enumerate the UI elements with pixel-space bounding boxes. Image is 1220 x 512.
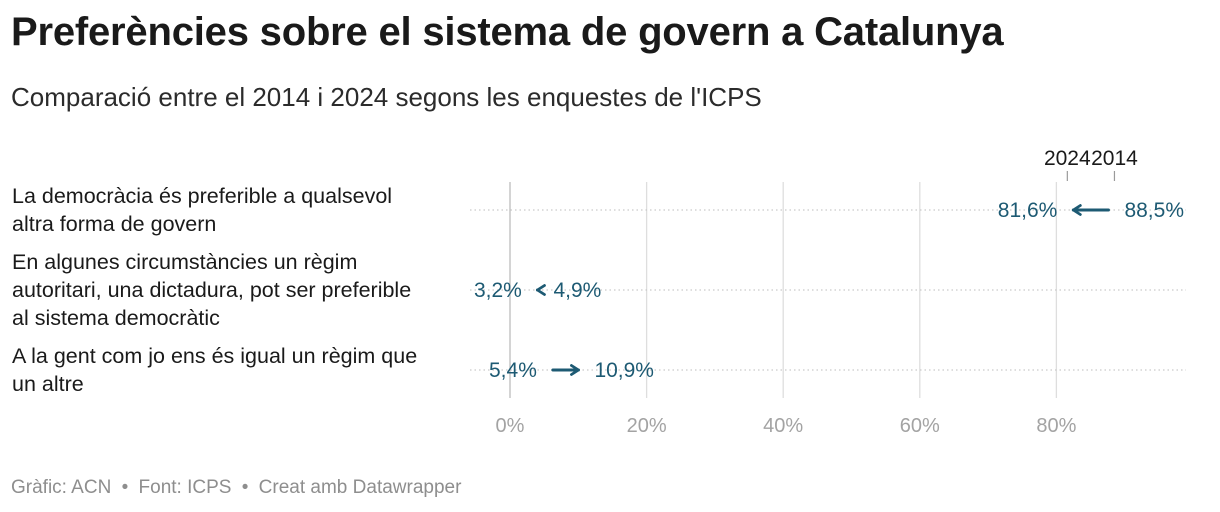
value-label-2024: 4,9% [553, 279, 601, 302]
value-label-2024: 10,9% [594, 359, 654, 382]
chart-footer: Gràfic: ACN • Font: ICPS • Creat amb Dat… [11, 477, 461, 499]
value-label-2014: 3,2% [474, 279, 522, 302]
x-tick-label: 20% [627, 415, 667, 437]
value-label-2014: 88,5% [1124, 199, 1184, 222]
row-label-line: En algunes circumstàncies un règim [12, 250, 358, 274]
row-label-authoritarian: En algunes circumstàncies un règim autor… [12, 248, 411, 332]
footer-graphic-credit: Gràfic: ACN [11, 477, 112, 498]
x-tick-label: 80% [1036, 415, 1076, 437]
row-label-line: altra forma de govern [12, 212, 217, 236]
footer-separator: • [241, 477, 249, 498]
value-label-2024: 81,6% [998, 199, 1058, 222]
value-label-2014: 5,4% [489, 359, 537, 382]
footer-separator: • [121, 477, 129, 498]
chart-subtitle: Comparació entre el 2014 i 2024 segons l… [11, 82, 762, 112]
legend-label: 2024 [1044, 147, 1091, 170]
x-tick-label: 0% [496, 415, 525, 437]
row-label-line: un altre [12, 372, 84, 396]
x-tick-label: 40% [763, 415, 803, 437]
row-label-democracy: La democràcia és preferible a qualsevol … [12, 182, 392, 238]
row-label-line: A la gent com jo ens és igual un règim q… [12, 344, 418, 368]
x-tick-label: 60% [900, 415, 940, 437]
footer-source: Font: ICPS [138, 477, 232, 498]
footer-tool-link[interactable]: Creat amb Datawrapper [258, 477, 462, 498]
legend-label: 2014 [1091, 147, 1138, 170]
row-label-line: autoritari, una dictadura, pot ser prefe… [12, 278, 412, 302]
row-label-line: La democràcia és preferible a qualsevol [12, 184, 393, 208]
row-label-line: al sistema democràtic [12, 306, 220, 330]
chart-title: Preferències sobre el sistema de govern … [11, 10, 1004, 54]
row-label-indifferent: A la gent com jo ens és igual un règim q… [12, 342, 417, 398]
